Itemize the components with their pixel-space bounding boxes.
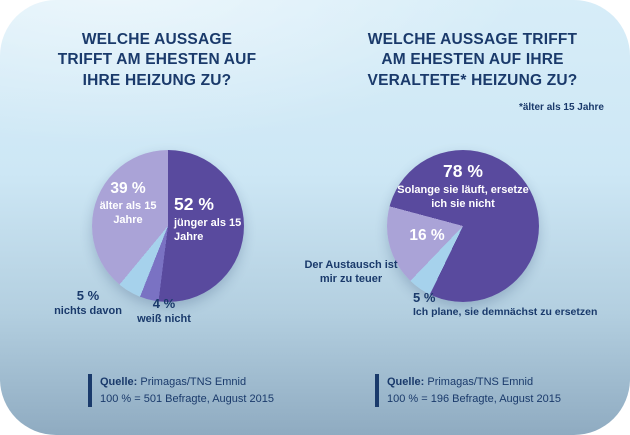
source-line-1: Quelle: Primagas/TNS Emnid [100, 374, 274, 391]
chart-title-line: AM EHESTEN AUF IHRE [381, 51, 564, 69]
slice-value: 78 % [443, 161, 483, 181]
slice-value: 5 % [413, 290, 436, 305]
source-name: Primagas/TNS Emnid [140, 376, 247, 388]
slice-sublabel: älter als 15 Jahre [99, 200, 157, 226]
slice-label-ich-plane-zu-ersetzen: 5 % Ich plane, sie demnächst zu ersetzen [413, 290, 625, 320]
slice-value: 4 % [152, 296, 176, 311]
source-line-2: 100 % = 501 Befragte, August 2015 [100, 392, 274, 405]
chart-title-line: IHRE HEIZUNG ZU? [82, 71, 232, 89]
chart-title-left: WELCHE AUSSAGE TRIFFT AM EHESTEN AUF IHR… [42, 30, 272, 91]
slice-sublabel: Der Austausch ist mir zu teuer [304, 259, 398, 286]
slice-sublabel: Ich plane, sie demnächst zu ersetzen [413, 306, 598, 318]
slice-sublabel: weiß nicht [137, 313, 191, 325]
source-label: Quelle: [387, 376, 425, 388]
chart-section-veraltete-heizung: WELCHE AUSSAGE TRIFFT AM EHESTEN AUF IHR… [304, 0, 630, 435]
slice-value: 52 % [174, 194, 214, 214]
source-line-1: Quelle: Primagas/TNS Emnid [387, 374, 561, 391]
slice-sublabel: Solange sie läuft, ersetze ich sie nicht [397, 184, 529, 210]
slice-label-juenger-als-15: 52 % jünger als 15 Jahre [174, 194, 250, 245]
source-label: Quelle: [100, 376, 138, 388]
chart-title-line: VERALTETE* HEIZUNG ZU? [367, 71, 578, 89]
pie-chart-heizung [92, 150, 244, 302]
pie-chart-veraltete-heizung [387, 150, 539, 302]
source-block: Quelle: Primagas/TNS Emnid 100 % = 501 B… [88, 374, 274, 407]
slice-sublabel: nichts davon [54, 305, 122, 317]
chart-title-line: WELCHE AUSSAGE [81, 31, 233, 48]
footnote: *älter als 15 Jahre [518, 102, 604, 113]
chart-title-right: WELCHE AUSSAGE TRIFFT AM EHESTEN AUF IHR… [345, 30, 600, 91]
slice-label-austausch-zu-teuer-value: 16 % [402, 227, 452, 245]
slice-sublabel: jünger als 15 Jahre [174, 217, 242, 243]
chart-section-heizung: WELCHE AUSSAGE TRIFFT AM EHESTEN AUF IHR… [42, 30, 274, 407]
slice-label-weiss-nicht: 4 % weiß nicht [128, 296, 200, 326]
slice-value: 16 % [409, 227, 445, 244]
slice-label-austausch-zu-teuer-text: Der Austausch ist mir zu teuer [301, 257, 401, 287]
slice-value: 5 % [76, 288, 100, 303]
slice-label-solange-sie-laeuft: 78 % Solange sie läuft, ersetze ich sie … [388, 161, 538, 212]
source-name: Primagas/TNS Emnid [427, 376, 534, 388]
slice-value: 39 % [110, 180, 146, 197]
slice-label-nichts-davon: 5 % nichts davon [44, 288, 132, 318]
source-block: Quelle: Primagas/TNS Emnid 100 % = 196 B… [375, 374, 561, 407]
chart-title-line: TRIFFT AM EHESTEN AUF [57, 51, 257, 69]
source-line-2: 100 % = 196 Befragte, August 2015 [387, 392, 561, 405]
chart-title-line: WELCHE AUSSAGE TRIFFT [367, 31, 578, 48]
slice-label-aelter-als-15: 39 % älter als 15 Jahre [96, 180, 160, 228]
